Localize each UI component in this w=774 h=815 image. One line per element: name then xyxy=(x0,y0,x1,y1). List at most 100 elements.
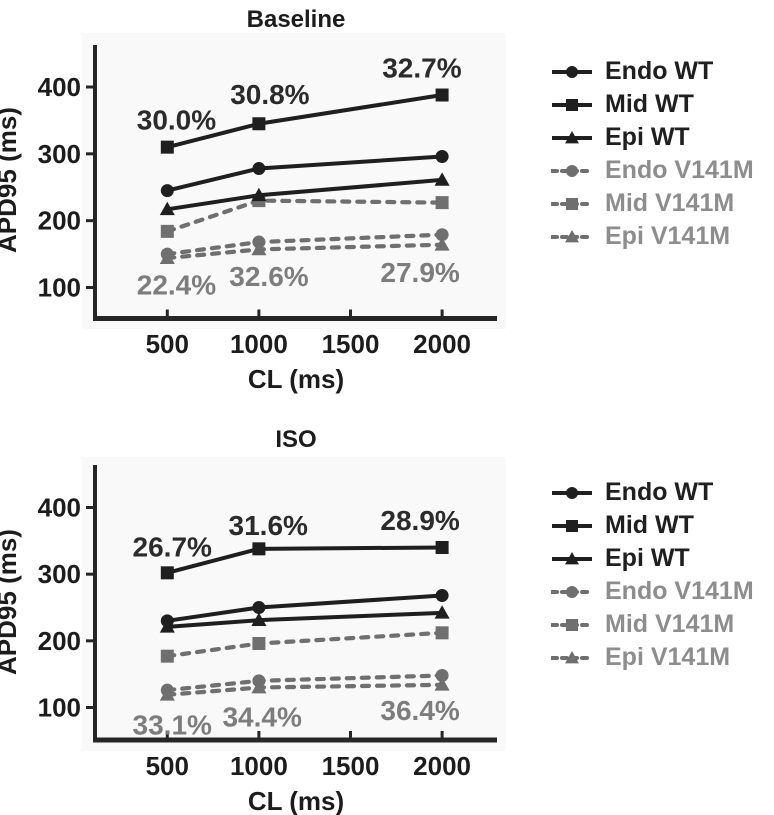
legend-label-epi-wt: Epi WT xyxy=(605,544,690,572)
square-marker-mid-wt-500 xyxy=(160,566,174,580)
legend-label-epi-wt: Epi WT xyxy=(605,123,690,151)
annotation-28-9: 28.9% xyxy=(380,505,459,536)
circle-marker-endo-wt-2000 xyxy=(435,150,449,164)
circle-marker-endo-wt-1000 xyxy=(252,162,266,176)
triangle-marker-epi-wt-2000 xyxy=(434,172,450,186)
legend-label-epi-v141m: Epi V141M xyxy=(605,222,731,250)
square-marker-mid-wt-500 xyxy=(160,140,174,154)
circle-marker-endo-wt-500 xyxy=(160,184,174,198)
square-marker-mid-v141m-2000 xyxy=(435,626,449,640)
legend-item-endo-v141m: Endo V141M xyxy=(551,575,754,608)
square-marker-mid-v141m-1000 xyxy=(252,637,266,650)
series-epi-wt xyxy=(159,605,450,633)
legend-item-endo-v141m: Endo V141M xyxy=(551,154,754,187)
legend-item-endo-wt: Endo WT xyxy=(551,476,754,509)
square-marker-icon xyxy=(551,618,593,631)
y-axis-label: APD95 (ms) xyxy=(0,529,22,675)
square-marker-mid-wt-1000 xyxy=(252,542,266,556)
legend-item-mid-v141m: Mid V141M xyxy=(551,608,754,641)
y-tick-label-300: 300 xyxy=(38,559,81,589)
legend-marker-endo-v141m xyxy=(566,585,578,598)
x-tick-label-1500: 1500 xyxy=(322,751,380,781)
x-tick-label-1000: 1000 xyxy=(230,329,288,359)
x-tick-label-1500: 1500 xyxy=(322,329,380,359)
chart-title: Baseline xyxy=(247,6,346,33)
triangle-marker-epi-v141m-1000 xyxy=(251,679,267,694)
triangle-marker-icon xyxy=(551,650,593,663)
triangle-marker-epi-v141m-1000 xyxy=(251,241,267,256)
y-tick-label-100: 100 xyxy=(38,273,81,303)
annotation-31-6: 31.6% xyxy=(229,510,308,541)
legend-marker-mid-v141m xyxy=(566,618,578,631)
square-marker-mid-v141m-500 xyxy=(160,649,174,663)
triangle-marker-epi-wt-1000 xyxy=(251,187,267,202)
legend-marker-endo-wt xyxy=(566,65,578,78)
legend-item-epi-wt: Epi WT xyxy=(551,542,754,575)
y-tick-label-200: 200 xyxy=(38,206,81,236)
circle-marker-endo-v141m-2000 xyxy=(435,669,449,682)
legend-label-endo-v141m: Endo V141M xyxy=(605,577,754,605)
annotation-33-1: 33.1% xyxy=(133,710,212,741)
chart-block-baseline: Baseline APD95 (ms) 100 200 300 400 500 1000 150… xyxy=(0,6,754,394)
triangle-marker-epi-wt-500 xyxy=(159,619,175,633)
square-marker-icon xyxy=(552,519,592,532)
x-tick-label-2000: 2000 xyxy=(413,329,471,359)
circle-marker-endo-wt-2000 xyxy=(435,589,449,602)
x-tick-label-1000: 1000 xyxy=(230,751,288,781)
triangle-marker-epi-wt-1000 xyxy=(251,612,267,627)
legend-item-epi-wt: Epi WT xyxy=(551,121,754,154)
circle-marker-endo-v141m-2000 xyxy=(435,228,449,242)
legend-label-endo-v141m: Endo V141M xyxy=(605,156,754,184)
legend-marker-endo-wt xyxy=(566,486,578,499)
triangle-marker-epi-v141m-2000 xyxy=(434,677,450,691)
x-tick-label-500: 500 xyxy=(146,329,189,359)
annotation-32-6: 32.6% xyxy=(229,261,308,292)
square-marker-mid-wt-2000 xyxy=(435,88,449,102)
triangle-marker-icon xyxy=(552,551,592,564)
annotation-27-9: 27.9% xyxy=(380,257,459,288)
legend-marker-epi-v141m xyxy=(565,229,579,242)
iso-legend: Endo WT Mid WT Epi WT Endo V141M Mid V141M Ep… xyxy=(551,476,754,674)
legend-item-epi-v141m: Epi V141M xyxy=(551,641,754,674)
iso-plot-canvas: ISO APD95 (ms) 100 200 300 400 500 1000 1500 2000… xyxy=(0,426,506,815)
legend-item-mid-v141m: Mid V141M xyxy=(551,187,754,220)
baseline-legend: Endo WT Mid WT Epi WT Endo V141M Mid V141M Ep… xyxy=(551,55,754,253)
legend-marker-mid-wt xyxy=(566,98,578,111)
chart-title: ISO xyxy=(275,426,316,453)
circle-marker-icon xyxy=(552,65,592,78)
annotation-26-7: 26.7% xyxy=(133,532,212,563)
square-marker-icon xyxy=(552,98,592,111)
circle-marker-endo-wt-1000 xyxy=(252,601,266,614)
y-tick-label-400: 400 xyxy=(38,72,81,102)
annotation-36-4: 36.4% xyxy=(380,695,459,726)
legend-item-mid-wt: Mid WT xyxy=(551,88,754,121)
legend-marker-endo-v141m xyxy=(566,164,578,177)
series-mid-wt xyxy=(160,541,449,580)
annotation-30-0: 30.0% xyxy=(137,104,216,135)
square-marker-mid-v141m-500 xyxy=(160,224,174,238)
triangle-marker-icon xyxy=(552,130,592,143)
legend-marker-epi-wt xyxy=(565,551,579,564)
legend-label-mid-wt: Mid WT xyxy=(605,511,694,539)
circle-marker-icon xyxy=(551,585,593,598)
legend-marker-epi-wt xyxy=(565,130,579,143)
legend-marker-epi-v141m xyxy=(565,650,579,663)
legend-label-mid-v141m: Mid V141M xyxy=(605,610,735,638)
circle-marker-icon xyxy=(551,164,593,177)
legend-marker-mid-v141m xyxy=(566,197,578,210)
x-tick-label-500: 500 xyxy=(146,751,189,781)
legend-label-epi-v141m: Epi V141M xyxy=(605,643,731,671)
legend-item-epi-v141m: Epi V141M xyxy=(551,220,754,253)
triangle-marker-epi-v141m-2000 xyxy=(434,237,450,251)
triangle-marker-icon xyxy=(551,229,593,242)
series-epi-v141m xyxy=(159,237,450,264)
series-mid-wt xyxy=(160,88,449,154)
triangle-marker-epi-v141m-500 xyxy=(159,687,175,701)
legend-label-mid-wt: Mid WT xyxy=(605,90,694,118)
annotation-34-4: 34.4% xyxy=(222,702,301,733)
legend-label-mid-v141m: Mid V141M xyxy=(605,189,735,217)
x-axis-label: CL (ms) xyxy=(248,786,344,815)
legend-label-endo-wt: Endo WT xyxy=(605,57,714,85)
y-tick-label-400: 400 xyxy=(38,493,81,523)
